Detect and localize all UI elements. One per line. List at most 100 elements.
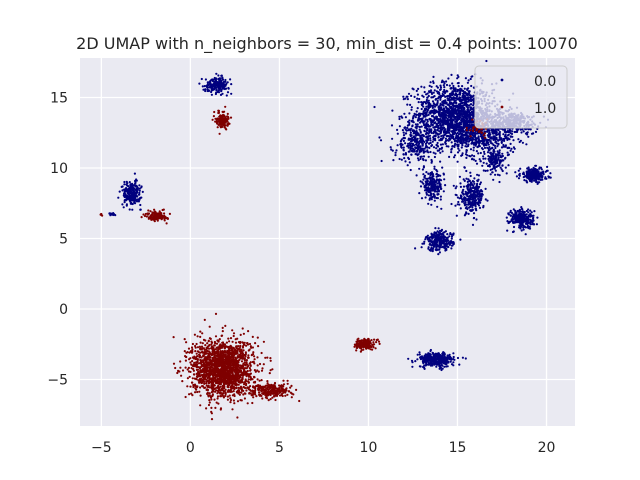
data-point <box>483 146 487 149</box>
data-point <box>140 186 143 189</box>
data-point <box>470 84 473 88</box>
data-point <box>469 155 472 158</box>
data-point <box>477 189 480 192</box>
data-point <box>427 246 430 249</box>
data-point <box>437 173 440 177</box>
data-point <box>419 131 422 134</box>
data-point <box>480 197 483 200</box>
data-point <box>421 144 424 147</box>
data-point <box>522 228 525 231</box>
data-point <box>444 239 447 242</box>
data-point <box>448 84 451 87</box>
data-point <box>120 185 123 188</box>
data-point <box>433 95 436 98</box>
data-point <box>461 142 464 145</box>
data-point <box>518 215 521 218</box>
data-point <box>433 89 436 92</box>
data-point <box>471 113 474 116</box>
data-point <box>416 107 419 110</box>
data-point <box>457 200 460 204</box>
data-point <box>430 160 433 163</box>
data-point <box>210 90 213 94</box>
data-point <box>516 128 519 131</box>
data-point <box>461 190 464 193</box>
data-point <box>431 352 435 355</box>
data-point <box>427 361 430 364</box>
data-point <box>413 95 416 98</box>
data-point <box>411 117 415 120</box>
data-point <box>509 129 512 132</box>
data-point <box>494 146 497 150</box>
data-point <box>436 141 439 145</box>
data-point <box>468 104 471 107</box>
data-point <box>472 108 475 111</box>
data-point <box>427 186 430 189</box>
data-point <box>513 147 516 150</box>
data-point <box>409 144 412 147</box>
data-point <box>488 129 491 132</box>
data-point <box>436 92 439 95</box>
data-point <box>138 193 141 196</box>
data-point <box>507 137 510 140</box>
data-point <box>469 174 472 178</box>
data-point <box>425 177 428 180</box>
data-point <box>435 132 438 135</box>
data-point <box>529 178 533 181</box>
data-point <box>129 202 132 205</box>
data-point <box>465 92 468 95</box>
data-point <box>490 142 493 145</box>
data-point <box>459 92 462 95</box>
data-point <box>409 146 412 149</box>
data-point <box>514 211 517 214</box>
data-point <box>460 146 463 149</box>
data-point <box>118 190 121 193</box>
data-point <box>521 128 524 131</box>
data-point <box>428 111 431 114</box>
data-point <box>451 115 454 118</box>
data-point <box>538 178 541 181</box>
data-point <box>441 121 444 124</box>
data-point <box>473 134 476 137</box>
data-point <box>447 109 450 112</box>
data-point <box>486 199 489 202</box>
data-point <box>415 130 418 133</box>
data-point <box>454 142 457 145</box>
data-point <box>498 154 501 157</box>
data-point <box>467 79 470 82</box>
data-point <box>429 194 432 197</box>
data-point <box>464 98 467 102</box>
data-point <box>229 78 232 81</box>
data-point <box>469 189 472 192</box>
data-point <box>438 359 441 362</box>
data-point <box>414 123 417 126</box>
data-point <box>507 212 510 215</box>
data-point <box>466 180 469 183</box>
data-point <box>438 238 441 241</box>
data-point <box>541 178 544 181</box>
data-point <box>432 151 435 154</box>
data-point <box>527 169 530 172</box>
data-point <box>515 175 519 178</box>
data-point <box>474 136 477 139</box>
data-point <box>415 113 418 116</box>
data-point <box>453 154 457 157</box>
data-point <box>409 129 412 132</box>
data-point <box>448 243 451 246</box>
data-point <box>468 111 471 115</box>
data-point <box>475 184 478 187</box>
data-point <box>400 115 403 118</box>
data-point <box>441 143 444 146</box>
data-point <box>417 87 420 90</box>
data-point <box>529 209 532 212</box>
data-point <box>485 162 488 165</box>
data-point <box>494 169 497 172</box>
data-point <box>452 126 455 129</box>
data-point <box>455 185 458 188</box>
data-point <box>451 102 454 105</box>
data-point <box>533 168 536 171</box>
data-point <box>474 132 477 135</box>
data-point <box>442 84 445 87</box>
data-point <box>497 129 500 132</box>
data-point <box>460 126 463 129</box>
data-point <box>519 139 523 142</box>
